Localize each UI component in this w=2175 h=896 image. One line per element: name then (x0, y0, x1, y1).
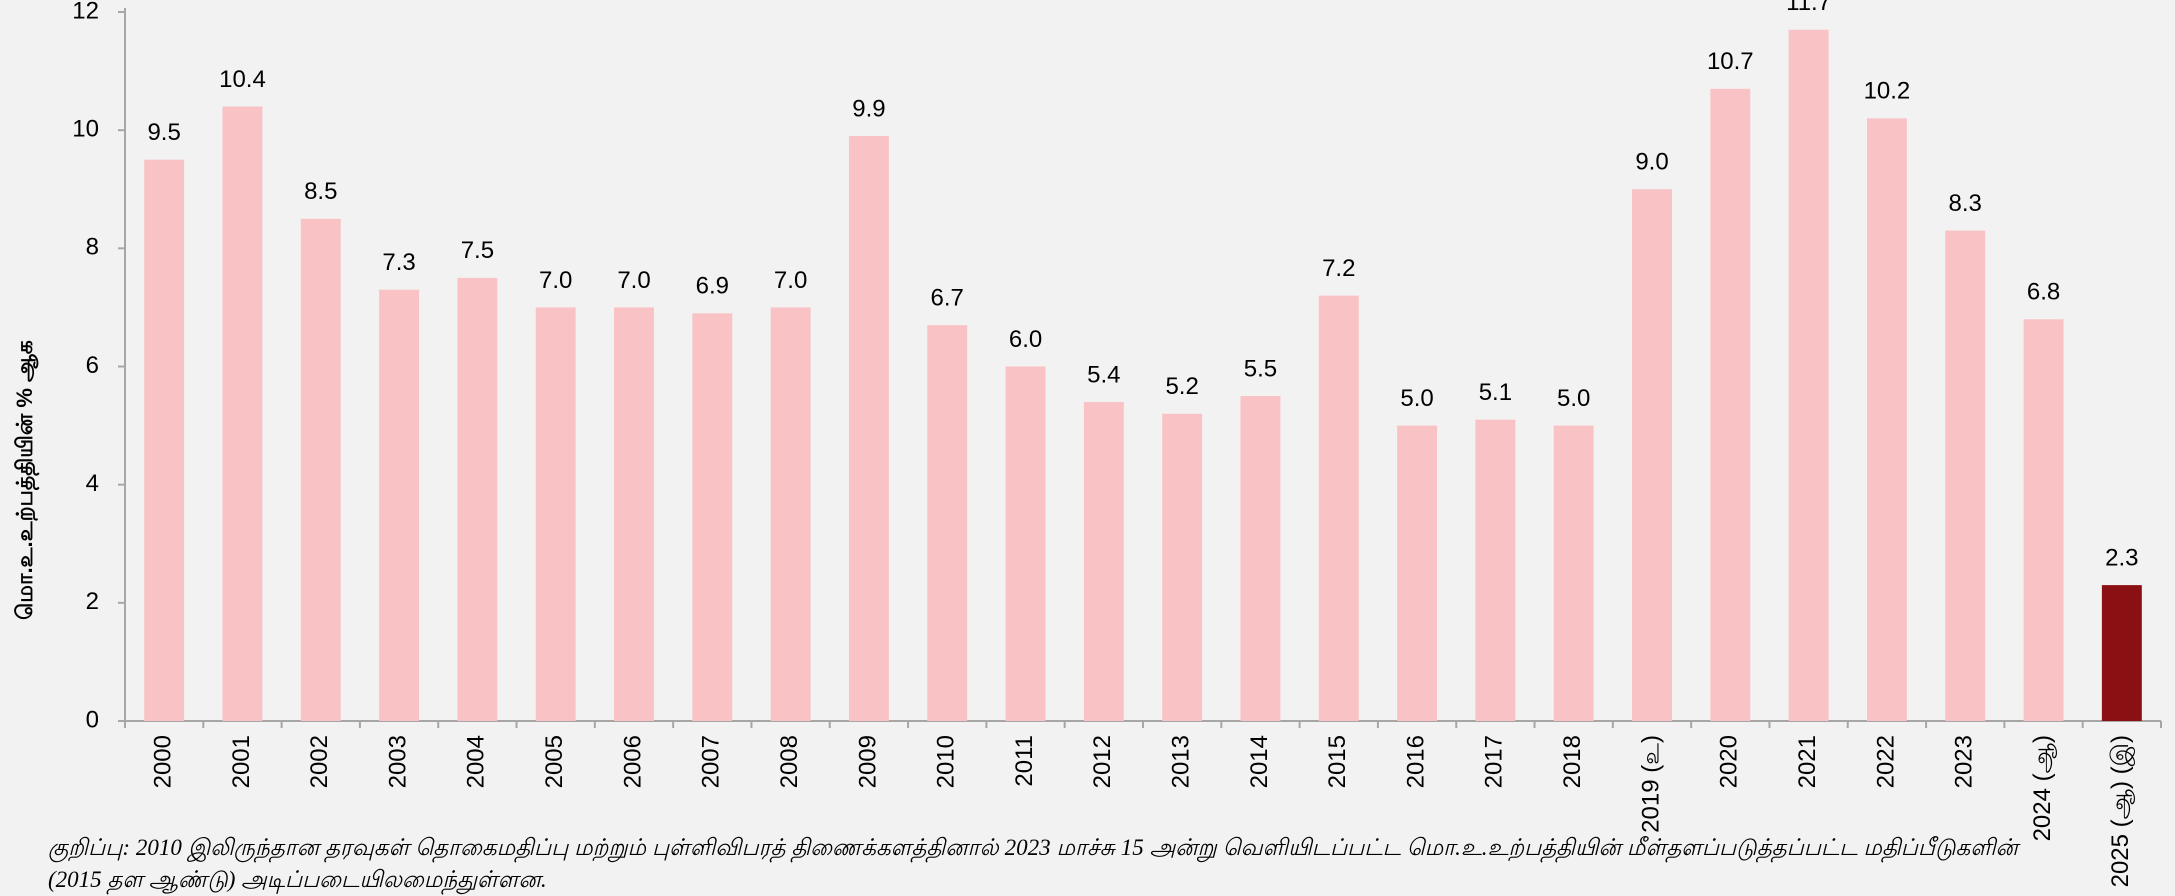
x-tick-label: 2005 (541, 735, 568, 788)
bar (1318, 295, 1359, 721)
x-tick-label: 2017 (1481, 735, 1508, 788)
x-tick-label: 2015 (1324, 735, 1351, 788)
data-label: 10.4 (219, 66, 266, 93)
bar (1945, 230, 1986, 721)
x-tick-label: 2020 (1716, 735, 1743, 788)
x-tick-label: 2013 (1167, 735, 1194, 788)
data-label: 7.0 (617, 267, 650, 294)
y-tick-label: 2 (86, 588, 99, 615)
data-label: 2.3 (2105, 544, 2138, 571)
x-tick-label: 2010 (933, 735, 960, 788)
data-label: 7.3 (382, 249, 415, 276)
data-label: 5.1 (1479, 379, 1512, 406)
x-tick-label: 2021 (1794, 735, 1821, 788)
bar (1553, 425, 1594, 721)
x-tick-label: 2016 (1402, 735, 1429, 788)
y-tick-label: 0 (86, 706, 99, 733)
bar (1397, 425, 1438, 721)
data-label: 10.7 (1707, 48, 1754, 75)
data-label: 6.0 (1009, 326, 1042, 353)
data-label: 5.0 (1400, 385, 1433, 412)
y-tick-label: 12 (72, 0, 99, 24)
bar (379, 289, 420, 721)
y-tick-label: 10 (72, 116, 99, 143)
x-tick-label: 2012 (1089, 735, 1116, 788)
bar (1005, 366, 1046, 721)
x-tick-label: 2001 (228, 735, 255, 788)
bar (614, 307, 654, 721)
bar (2101, 585, 2142, 721)
x-tick-label: 2019 (உ) (1637, 735, 1664, 833)
bar (222, 106, 263, 722)
bar (1240, 396, 1281, 721)
data-label: 9.5 (147, 119, 180, 146)
x-tick-label: 2000 (149, 735, 176, 788)
data-label: 5.5 (1244, 355, 1277, 382)
data-label: 7.5 (461, 237, 494, 264)
bar (1475, 419, 1516, 721)
bar (1710, 88, 1751, 721)
data-label: 5.4 (1087, 361, 1120, 388)
x-tick-label: 2009 (854, 735, 881, 788)
bar (535, 307, 576, 721)
bar (1866, 118, 1907, 722)
footnote: குறிப்பு: 2010 இலிருந்தான தரவுகள் தொகைமத… (48, 835, 2018, 892)
bar (300, 218, 341, 721)
data-label: 10.2 (1864, 78, 1911, 105)
bar (1788, 29, 1829, 722)
bar (927, 325, 968, 721)
x-tick-label: 2022 (1872, 735, 1899, 788)
data-label: 8.3 (1949, 190, 1982, 217)
x-tick-label: 2014 (1246, 735, 1273, 788)
bar (1162, 413, 1203, 721)
data-label: 11.7 (1786, 0, 1831, 16)
y-tick-label: 8 (86, 234, 99, 261)
x-tick-label: 2006 (619, 735, 646, 788)
y-axis-label: மொ.உ.உற்பத்தியின் % ஆக (12, 340, 40, 620)
x-tick-label: 2025 (ஆ) (இ) (2107, 735, 2135, 887)
x-tick-label: 2007 (698, 735, 725, 788)
x-tick-label: 2008 (776, 735, 803, 788)
x-tick-label: 2002 (306, 735, 333, 788)
bar (457, 277, 498, 721)
bar (144, 159, 185, 722)
data-label: 7.2 (1322, 255, 1355, 282)
bar (848, 136, 889, 721)
data-label: 5.0 (1557, 385, 1590, 412)
bar (770, 307, 811, 721)
x-tick-label: 2018 (1559, 735, 1586, 788)
data-label: 6.7 (931, 284, 964, 311)
x-tick-label: 2023 (1951, 735, 1978, 788)
y-tick-label: 4 (86, 470, 99, 497)
x-tick-label: 2011 (1011, 735, 1038, 787)
data-label: 9.0 (1635, 149, 1668, 176)
data-label: 8.5 (304, 178, 337, 205)
data-label: 6.9 (696, 273, 729, 300)
data-label: 7.0 (774, 267, 807, 294)
bar (1083, 401, 1124, 721)
data-label: 9.9 (852, 95, 885, 122)
data-label: 5.2 (1165, 373, 1198, 400)
bar (1632, 189, 1672, 721)
data-label: 6.8 (2027, 279, 2060, 306)
x-tick-label: 2003 (384, 735, 411, 788)
bar (2023, 319, 2064, 721)
x-tick-label: 2024 (ஆ) (2029, 735, 2057, 841)
x-tick-label: 2004 (463, 735, 490, 788)
y-tick-label: 6 (86, 352, 99, 379)
bar (692, 313, 733, 721)
data-label: 7.0 (539, 267, 572, 294)
